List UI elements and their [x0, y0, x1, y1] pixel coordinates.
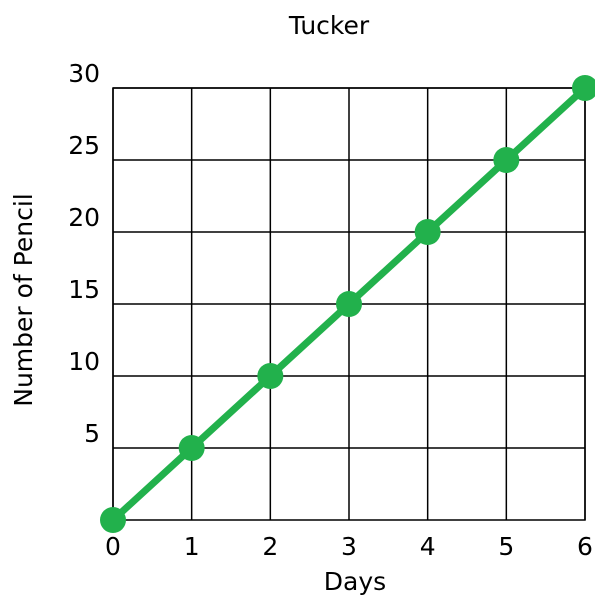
x-axis-label: Days — [324, 567, 386, 596]
data-point — [178, 435, 205, 461]
y-tick-label: 10 — [68, 347, 100, 376]
x-tick-label: 4 — [420, 532, 436, 561]
y-tick-label: 5 — [84, 419, 100, 448]
y-tick-label: 30 — [68, 59, 100, 88]
data-point — [493, 147, 520, 173]
data-point — [572, 75, 595, 101]
data-point — [336, 291, 362, 317]
data-point — [257, 363, 284, 389]
x-tick-label: 1 — [184, 532, 200, 561]
x-tick-label: 5 — [498, 532, 514, 561]
y-tick-label: 15 — [68, 275, 100, 304]
x-tick-label: 2 — [262, 532, 278, 561]
y-axis-label: Number of Pencil — [9, 193, 38, 406]
data-point — [100, 507, 126, 533]
y-tick-label: 20 — [68, 203, 100, 232]
x-tick-label: 3 — [341, 532, 357, 561]
y-tick-label: 25 — [68, 131, 100, 160]
x-tick-label: 6 — [577, 532, 593, 561]
x-tick-label: 0 — [105, 532, 121, 561]
data-point — [414, 219, 441, 245]
chart-title: Tucker — [288, 11, 370, 40]
